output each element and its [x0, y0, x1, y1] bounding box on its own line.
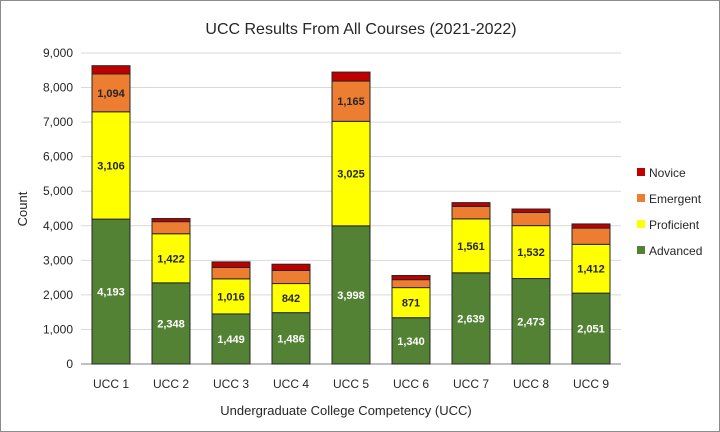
x-axis-label: Undergraduate College Competency (UCC): [220, 403, 471, 418]
y-tick-label: 4,000: [43, 219, 73, 233]
bar-segment-proficient: [91, 111, 131, 220]
legend-entry: Emergent: [649, 192, 702, 206]
bar-segment-proficient: [451, 218, 491, 274]
bar-segment-advanced: [211, 313, 251, 365]
legend-entry: Advanced: [649, 244, 702, 258]
x-tick-label: UCC 1: [93, 377, 129, 391]
data-label: 1,094: [97, 88, 125, 100]
x-tick-label: UCC 2: [153, 377, 189, 391]
data-label: 1,486: [277, 333, 305, 345]
data-label: 4,193: [97, 287, 125, 299]
x-tick-label: UCC 8: [513, 377, 549, 391]
data-label: 1,532: [517, 247, 545, 259]
data-label: 3,106: [97, 160, 125, 172]
bar-segment-emergent: [391, 279, 431, 289]
y-tick-label: 1,000: [43, 322, 73, 336]
data-label: 1,412: [577, 264, 605, 276]
data-label: 3,998: [337, 290, 365, 302]
bar-segment-novice: [571, 223, 611, 229]
bar-segment-proficient: [331, 120, 371, 227]
bar-segment-novice: [211, 261, 251, 268]
y-tick-label: 3,000: [43, 253, 73, 267]
bar-segment-advanced: [151, 282, 191, 365]
chart-title: UCC Results From All Courses (2021-2022): [205, 21, 516, 38]
y-tick-label: 8,000: [43, 81, 73, 95]
bar-segment-advanced: [391, 317, 431, 365]
data-label: 1,165: [337, 96, 365, 108]
data-label: 3,025: [337, 169, 365, 181]
legend-entry: Novice: [649, 166, 686, 180]
bar-segment-emergent: [151, 221, 191, 235]
data-label: 2,639: [457, 313, 485, 325]
legend-swatch-novice: [637, 168, 645, 176]
data-label: 1,449: [217, 334, 245, 346]
data-label: 842: [282, 293, 300, 305]
bar-segment-proficient: [571, 243, 611, 294]
bar-segment-proficient: [151, 233, 191, 284]
bar-segment-emergent: [451, 205, 491, 220]
y-axis-ticks: 0 1,000 2,000 3,000 4,000 5,000 6,000 7,000 8,00…: [43, 46, 73, 371]
bar-segment-novice: [451, 202, 491, 207]
bar-segment-novice: [331, 71, 371, 82]
bar-segment-advanced: [331, 225, 371, 365]
data-label: 2,051: [577, 324, 605, 336]
x-tick-label: UCC 3: [213, 377, 249, 391]
y-tick-label: 9,000: [43, 46, 73, 60]
x-tick-label: UCC 4: [273, 377, 309, 391]
bar-segment-proficient: [211, 278, 251, 315]
bar-segment-advanced: [511, 278, 551, 365]
bar-segment-emergent: [211, 266, 251, 280]
y-tick-label: 0: [66, 357, 73, 371]
bar-segment-novice: [391, 275, 431, 281]
bar-segment-novice: [271, 263, 311, 271]
x-tick-label: UCC 9: [573, 377, 609, 391]
bar-segment-novice: [151, 218, 191, 223]
data-label: 1,016: [217, 291, 245, 303]
legend-entry: Proficient: [649, 218, 700, 232]
data-label: 2,473: [517, 316, 545, 328]
bar-segment-novice: [91, 65, 131, 75]
y-axis-label: Count: [15, 191, 30, 226]
data-label: 1,340: [397, 336, 425, 348]
x-tick-label: UCC 5: [333, 377, 369, 391]
legend-swatch-emergent: [637, 194, 645, 202]
bar-segment-emergent: [331, 80, 371, 122]
data-label: 1,422: [157, 253, 185, 265]
y-tick-label: 5,000: [43, 184, 73, 198]
data-label: 1,561: [457, 241, 485, 253]
x-tick-label: UCC 6: [393, 377, 429, 391]
bar-segment-emergent: [91, 73, 131, 113]
bar-segment-emergent: [571, 227, 611, 245]
bar-segment-advanced: [271, 312, 311, 365]
y-tick-label: 6,000: [43, 150, 73, 164]
bars: 4,193 3,106 1,094 2,348 1,422 1,449 1,016 1,486…: [91, 65, 611, 365]
data-label: 871: [402, 298, 420, 310]
x-axis-ticks: UCC 1 UCC 2 UCC 3 UCC 4 UCC 5 UCC 6 UCC 7 UCC 8…: [93, 377, 609, 391]
bar-segment-emergent: [271, 269, 311, 285]
bar-segment-novice: [511, 208, 551, 213]
bar-segment-emergent: [511, 211, 551, 227]
bar-segment-proficient: [271, 283, 311, 314]
y-tick-label: 7,000: [43, 115, 73, 129]
legend: Novice Emergent Proficient Advanced: [637, 166, 702, 258]
legend-swatch-advanced: [637, 246, 645, 254]
data-label: 2,348: [157, 318, 185, 330]
y-tick-label: 2,000: [43, 288, 73, 302]
legend-swatch-proficient: [637, 220, 645, 228]
x-tick-label: UCC 7: [453, 377, 489, 391]
